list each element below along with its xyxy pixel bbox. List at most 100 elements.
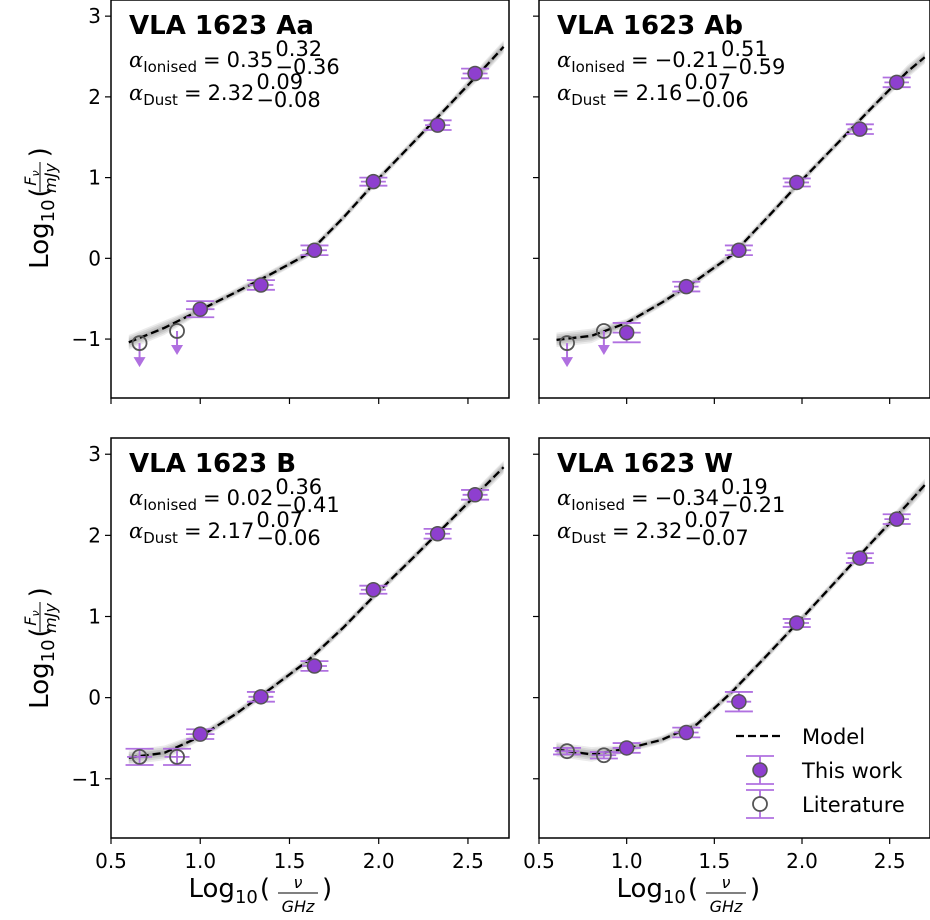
legend-literature-label: Literature	[802, 793, 905, 817]
equals-sign: =	[631, 486, 649, 510]
legend: Model This work Literature	[736, 725, 905, 819]
y-tick-label: 1	[88, 166, 101, 190]
equals-sign: =	[612, 81, 630, 105]
this-work-point	[253, 689, 269, 705]
plot-area	[125, 460, 505, 766]
alpha-symbol: α	[557, 81, 571, 105]
alpha-subscript: Dust	[143, 529, 178, 547]
alpha-dust-label: αDust = 2.17	[129, 519, 254, 547]
literature-point	[559, 335, 575, 352]
this-work-point	[253, 277, 269, 293]
alpha-symbol: α	[557, 519, 571, 543]
alpha-symbol: α	[129, 48, 143, 72]
ylabel-log: Log	[25, 662, 55, 708]
model-line	[128, 46, 505, 344]
upper-limit-arrow	[561, 357, 574, 368]
x-tick-label: 1.0	[184, 849, 216, 873]
xlabel-paren-close: )	[750, 874, 760, 904]
axes-frame	[110, 437, 510, 839]
alpha-dust-upper: 0.07	[256, 508, 303, 532]
legend-thiswork-label: This work	[801, 759, 903, 783]
alpha-ionised-label: αIonised = −0.21	[557, 48, 719, 76]
x-tick-label: 2.5	[452, 849, 484, 873]
alpha-value: 2.32	[208, 81, 255, 105]
alpha-subscript: Ionised	[143, 496, 197, 514]
alpha-ion-upper: 0.32	[275, 37, 322, 61]
xlabel-paren-open: (	[260, 874, 270, 904]
alpha-subscript: Ionised	[143, 58, 197, 76]
y-tick-label: −1	[72, 327, 101, 351]
panel-2: −1 0 1 2 3 0.5 1.0 1.5 2.0 2.5 VLA 1623 B αIonised =…	[72, 437, 510, 873]
alpha-subscript: Ionised	[571, 58, 625, 76]
xlabel-sub: 10	[235, 887, 258, 908]
axes-frame	[110, 0, 510, 399]
alpha-dust-upper: 0.09	[256, 70, 303, 94]
this-work-point	[306, 242, 323, 259]
alpha-dust-upper: 0.07	[684, 508, 731, 532]
ylabel-num-F: F	[21, 176, 40, 186]
alpha-ionised-label: αIonised = 0.35	[129, 48, 273, 76]
alpha-dust-label: αDust = 2.16	[557, 81, 682, 109]
alpha-symbol: α	[557, 48, 571, 72]
plot-area	[128, 40, 505, 368]
x-tick-label: 1.0	[611, 849, 643, 873]
y-tick-label: 2	[88, 85, 101, 109]
xlabel-numerator: ν	[294, 873, 303, 892]
plot-area	[556, 50, 926, 368]
literature-point	[131, 748, 148, 765]
alpha-dust-lower: −0.08	[256, 88, 320, 112]
model-line	[128, 466, 505, 759]
this-work-point	[788, 174, 805, 191]
ylabel-paren-close: )	[25, 147, 55, 157]
alpha-ion-lower: −0.59	[721, 55, 785, 79]
ylabel-sub: 10	[38, 199, 59, 222]
alpha-ionised-label: αIonised = 0.02	[129, 486, 273, 514]
xlabel-paren-close: )	[322, 874, 332, 904]
y-axis-label: Log10 ()	[25, 587, 59, 709]
this-work-point	[306, 658, 323, 674]
alpha-ionised-label: αIonised = −0.34	[557, 486, 719, 514]
this-work-point	[365, 581, 382, 598]
xlabel-numerator: ν	[722, 873, 731, 892]
alpha-dust-lower: −0.07	[684, 526, 748, 550]
x-tick-label: 0.5	[523, 849, 555, 873]
literature-point	[131, 335, 148, 352]
alpha-dust-upper: 0.07	[684, 70, 731, 94]
alpha-symbol: α	[129, 486, 143, 510]
ylabel-denominator: mJy	[41, 603, 60, 633]
this-work-point	[731, 242, 747, 259]
ylabel-denominator: mJy	[41, 163, 60, 193]
x-tick-label: 2.0	[786, 849, 818, 873]
alpha-value: 0.35	[227, 48, 274, 72]
alpha-symbol: α	[557, 486, 571, 510]
alpha-dust-lower: −0.06	[256, 526, 320, 550]
model-line	[556, 56, 926, 342]
x-tick-label: 0.5	[95, 849, 127, 873]
alpha-subscript: Dust	[571, 91, 606, 109]
this-work-point	[852, 550, 868, 566]
ylabel-sub: 10	[38, 639, 59, 662]
legend-literature-marker	[752, 796, 768, 812]
alpha-ion-lower: −0.41	[275, 493, 339, 517]
this-work-point	[678, 278, 695, 295]
equals-sign: =	[184, 81, 202, 105]
y-tick-label: 3	[88, 442, 101, 466]
panel-title: VLA 1623 Ab	[557, 11, 743, 41]
this-work-point	[888, 511, 905, 527]
ylabel-num-F: F	[21, 616, 40, 626]
this-work-point	[852, 121, 868, 137]
this-work-point	[429, 525, 446, 542]
axes-frame	[538, 0, 930, 399]
panel-title: VLA 1623 B	[129, 449, 296, 479]
this-work-point	[678, 724, 695, 741]
alpha-value: 2.17	[208, 519, 255, 543]
xlabel-denominator: GHz	[710, 897, 743, 916]
upper-limit-arrow	[133, 357, 146, 368]
y-axis-label: Log10 ()	[25, 147, 59, 269]
alpha-ion-lower: −0.36	[275, 55, 339, 79]
alpha-value: 2.16	[636, 81, 683, 105]
legend-model-label: Model	[802, 725, 865, 749]
this-work-point	[618, 740, 635, 756]
